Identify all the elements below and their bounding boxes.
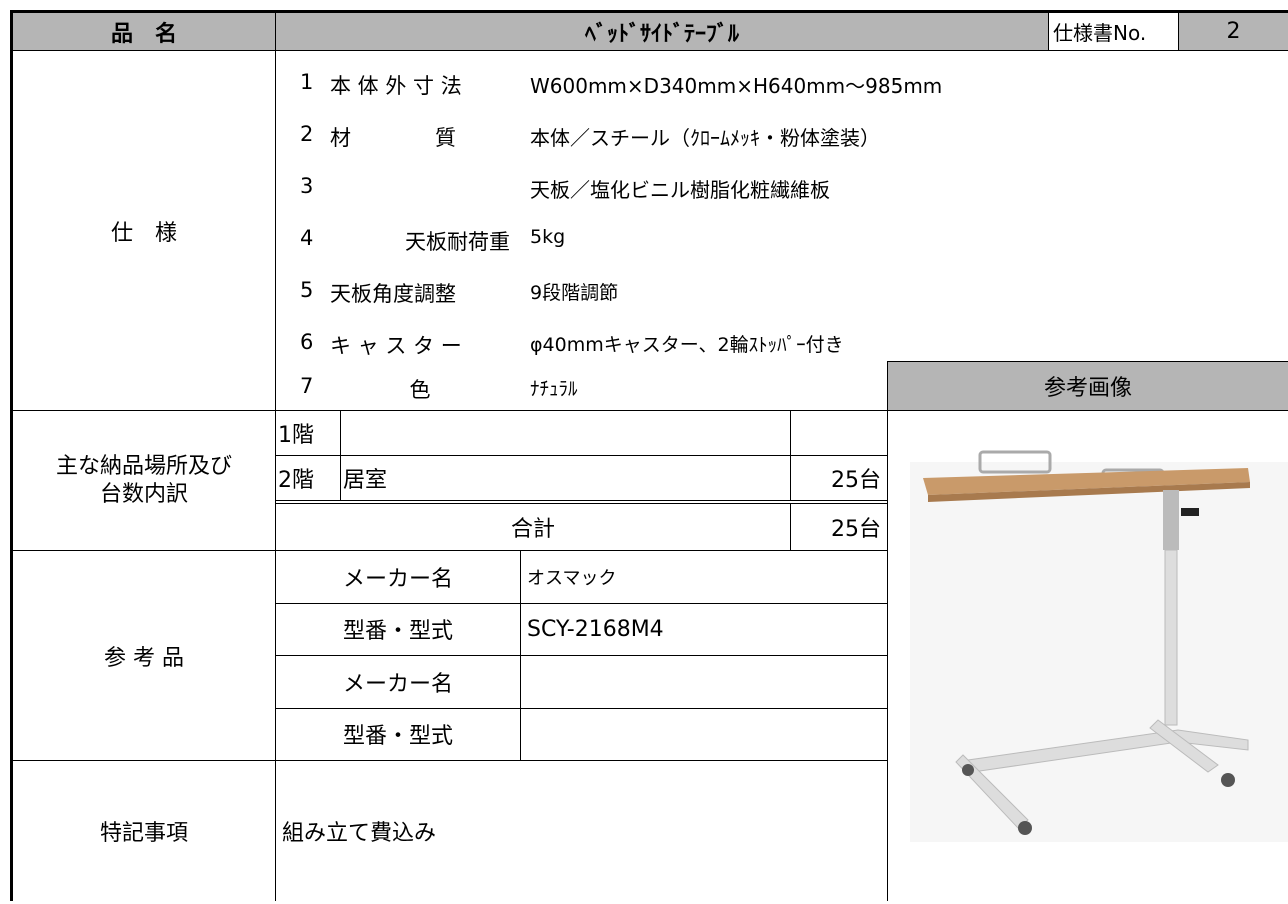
count: 25台 xyxy=(790,455,888,501)
spec-no: 1 xyxy=(300,70,314,94)
product-image xyxy=(910,450,1288,842)
spec-item: キ ャ ス タ ー xyxy=(330,334,462,358)
total-label: 合計 xyxy=(275,503,791,551)
reference-value: オスマック xyxy=(520,550,888,604)
floor: 2階 xyxy=(275,455,341,501)
floor: 1階 xyxy=(275,410,341,456)
place: 居室 xyxy=(340,455,791,501)
spec-no: 4 xyxy=(300,226,314,250)
count xyxy=(790,410,888,456)
place xyxy=(340,410,791,456)
spec-value: ﾅﾁｭﾗﾙ xyxy=(530,378,578,400)
reference-item: 型番・型式 xyxy=(275,602,521,656)
spec-no: 7 xyxy=(300,374,314,398)
notes-label: 特記事項 xyxy=(10,760,276,901)
reference-image-label: 参考画像 xyxy=(887,361,1288,411)
reference-image-area xyxy=(887,410,1288,900)
item-label: 品 名 xyxy=(10,10,276,51)
spec-no: 2 xyxy=(300,122,314,146)
reference-label: 参 考 品 xyxy=(10,550,276,761)
spec-value: φ40mmキャスター、2輪ｽﾄｯﾊﾟｰ付き xyxy=(530,334,844,356)
spec-no: 2 xyxy=(1178,10,1288,51)
spec-value: 本体／スチール（ｸﾛｰﾑﾒｯｷ・粉体塗装） xyxy=(530,126,880,150)
delivery-label-text: 主な納品場所及び台数内訳 xyxy=(55,453,232,507)
reference-value: SCY-2168M4 xyxy=(520,602,888,656)
reference-value xyxy=(520,655,888,709)
reference-item: 型番・型式 xyxy=(275,707,521,761)
spec-value: W600mm×D340mm×H640mm〜985mm xyxy=(530,74,943,98)
spec-label: 仕 様 xyxy=(10,50,276,411)
spec-value: 9段階調節 xyxy=(530,282,619,304)
spec-item: 色 xyxy=(409,378,431,402)
notes-value: 組み立て費込み xyxy=(275,760,888,901)
spec-value: 天板／塩化ビニル樹脂化粧繊維板 xyxy=(530,178,830,202)
spec-item: 天板耐荷重 xyxy=(405,230,510,254)
spec-item: 材 質 xyxy=(330,126,456,150)
reference-item: メーカー名 xyxy=(275,655,521,709)
reference-value xyxy=(520,707,888,761)
spec-no: 3 xyxy=(300,174,314,198)
spec-no: 5 xyxy=(300,278,314,302)
spec-item: 本 体 外 寸 法 xyxy=(330,74,462,98)
spec-value: 5kg xyxy=(530,226,566,248)
total-count: 25台 xyxy=(790,503,888,551)
spec-no-label: 仕様書No. xyxy=(1048,10,1179,51)
item-name: ﾍﾞｯﾄﾞｻｲﾄﾞﾃｰﾌﾞﾙ xyxy=(275,10,1049,51)
delivery-label: 主な納品場所及び台数内訳 xyxy=(10,410,276,551)
spec-item: 天板角度調整 xyxy=(330,282,456,306)
reference-item: メーカー名 xyxy=(275,550,521,604)
spec-no: 6 xyxy=(300,330,314,354)
